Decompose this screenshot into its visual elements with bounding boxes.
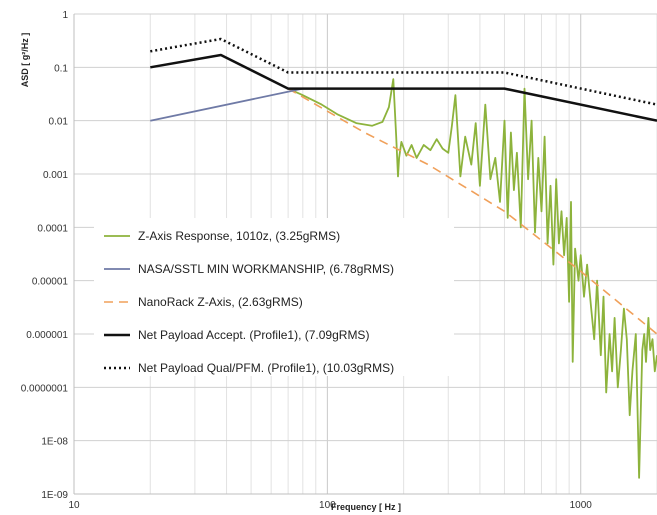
y-axis-title: ASD [ g²/Hz ] (20, 33, 30, 88)
x-tick-label: 10 (68, 500, 80, 511)
legend-label: NanoRack Z-Axis, (2.63gRMS) (138, 295, 303, 309)
y-tick-label: 0.00001 (32, 277, 69, 288)
x-axis-title: Frequency [ Hz ] (331, 502, 401, 512)
legend-label: Z-Axis Response, 1010z, (3.25gRMS) (138, 229, 340, 243)
y-tick-label: 1E-08 (41, 437, 68, 448)
series-line-1 (287, 78, 657, 479)
y-tick-label: 0.01 (49, 117, 69, 128)
series-group (150, 37, 657, 479)
legend: Z-Axis Response, 1010z, (3.25gRMS) NASA/S… (94, 218, 454, 376)
legend-label: NASA/SSTL MIN WORKMANSHIP, (6.78gRMS) (138, 262, 394, 276)
series-line-4 (150, 53, 657, 122)
y-tick-label: 1 (62, 10, 68, 21)
series-line-5 (150, 37, 657, 106)
y-tick-label: 0.001 (43, 170, 68, 181)
y-tick-label: 0.0001 (37, 223, 68, 234)
x-tick-label: 1000 (570, 500, 593, 511)
x-tick-label: 100 (319, 500, 336, 511)
series-line-2 (150, 87, 303, 122)
y-tick-label: 0.000001 (26, 330, 68, 341)
y-tick-label: 1E-09 (41, 490, 68, 501)
legend-label: Net Payload Qual/PFM. (Profile1), (10.03… (138, 361, 394, 375)
legend-box (94, 218, 454, 376)
legend-label: Net Payload Accept. (Profile1), (7.09gRM… (138, 328, 369, 342)
axes: 10 100 1000 1 0.1 0.01 0.001 0.0001 0.00001 0.000… (21, 10, 657, 511)
y-tick-label: 0.1 (54, 63, 68, 74)
series-line-3 (287, 87, 657, 335)
y-tick-label: 0.0000001 (21, 383, 69, 394)
